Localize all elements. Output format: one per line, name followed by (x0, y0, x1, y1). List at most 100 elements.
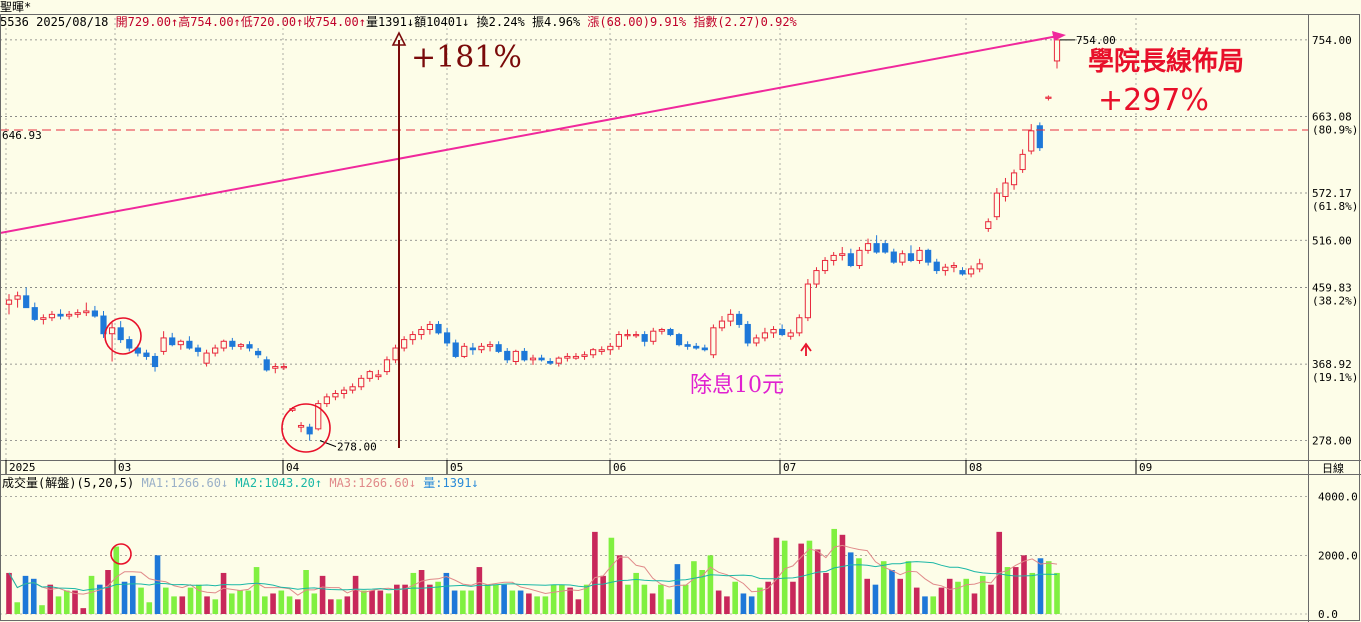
volume-bar (262, 596, 268, 614)
y-tick-label: (19.1%) (1312, 371, 1358, 384)
y-tick-label: 459.83 (1312, 282, 1352, 295)
volume-bar (55, 596, 62, 614)
x-tick-label: 04 (286, 461, 300, 474)
candle-body (74, 312, 81, 315)
candle-body (693, 345, 700, 349)
volume-title: 成交量(解盤)(5,20,5) (2, 476, 135, 490)
candle-body (873, 243, 880, 253)
volume-bar (988, 584, 994, 614)
volume-bar (179, 596, 186, 614)
candle-body (993, 192, 1000, 218)
turnover-value: 換2.24% (476, 15, 525, 29)
candle-body (779, 329, 786, 336)
high-value-label: 754.00 (1076, 34, 1116, 47)
candle-body (220, 340, 227, 349)
candle-body (641, 334, 648, 342)
open-price: 開729.00↑ (115, 15, 179, 29)
quote-info-bar: 聖暉* 5536 2025/08/18 開729.00↑高754.00↑低720… (0, 0, 1305, 30)
stock-name: 聖暉* (0, 0, 32, 14)
candle-body (967, 268, 975, 275)
volume-bar (798, 543, 804, 614)
volume-bar (245, 590, 252, 614)
volume-qty: 量:1391↓ (423, 476, 479, 490)
volume-bar (195, 584, 202, 614)
candle-body (332, 392, 339, 398)
candle-body (255, 350, 262, 356)
volume-ma20-line (8, 561, 1058, 592)
volume-bar (146, 602, 153, 614)
candle-body (57, 313, 64, 317)
candle-body (461, 345, 468, 357)
volume-bar (410, 572, 417, 614)
candle-body (495, 344, 502, 352)
candle-body (598, 349, 605, 352)
candle-body (14, 295, 21, 300)
candle-body (48, 313, 56, 319)
candle-body (787, 332, 794, 337)
volume-bar (897, 578, 904, 614)
candle-body (212, 347, 219, 354)
volume-bar (344, 596, 351, 614)
volume-bar (229, 593, 235, 614)
volume-bar (105, 570, 111, 614)
candle-body (727, 313, 734, 322)
candle-body (280, 366, 287, 369)
volume-bar (295, 599, 301, 614)
y-tick-label: (38.2%) (1312, 295, 1358, 308)
volume-bar (220, 572, 227, 614)
candle-body (624, 334, 631, 337)
candle-body (340, 389, 348, 394)
volume-bar (567, 587, 573, 614)
highlight-circle (281, 403, 331, 453)
candle-body (392, 347, 399, 361)
volume-value: 量1391↓ (365, 15, 415, 29)
volume-bar (303, 570, 309, 614)
volume-bar (369, 590, 375, 614)
y-tick-label: (61.8%) (1312, 200, 1358, 213)
x-tick-label: 06 (613, 461, 626, 474)
candle-body (581, 354, 588, 357)
y-tick-label: 368.92 (1312, 358, 1352, 371)
volume-bar (204, 596, 210, 614)
candle-body (864, 243, 872, 251)
x-tick-label: 2025 (9, 461, 36, 474)
candle-body (366, 371, 373, 379)
volume-bar (451, 590, 458, 614)
candle-body (804, 283, 811, 319)
candle-body (796, 317, 803, 334)
volume-bar (121, 581, 128, 614)
volume-bar (30, 578, 37, 614)
candle-body (942, 266, 949, 272)
candle-body (701, 347, 708, 351)
candle-body (100, 315, 107, 335)
candle-body (899, 253, 906, 263)
candle-body (985, 221, 992, 229)
close-price: 收754.00↑ (303, 15, 366, 29)
highlight-circle (110, 543, 132, 565)
volume-bar (550, 584, 557, 614)
candle-body (297, 424, 305, 428)
candle-body (108, 327, 116, 335)
volume-bar (460, 590, 466, 614)
volume-bar (748, 596, 755, 614)
volume-bar (963, 578, 970, 614)
dividend-label: 除息10元 (690, 373, 784, 398)
long-term-layout-label: 學院長線佈局 (1088, 46, 1244, 77)
volume-bar (880, 561, 887, 614)
volume-bar (443, 572, 450, 614)
trendline (0, 35, 1059, 234)
volume-tick-label: 2000.0 (1318, 549, 1358, 562)
volume-bar (691, 561, 697, 614)
volume-bar (1004, 567, 1011, 614)
low-label-leader (319, 440, 337, 448)
volume-bar (666, 599, 672, 614)
volume-bar (484, 584, 491, 614)
candle-body (40, 317, 47, 320)
high-price: 高754.00↑ (178, 15, 241, 29)
chart-frame (0, 14, 1360, 621)
amplitude-value: 振4.96% (532, 15, 581, 29)
volume-bar (641, 584, 648, 614)
volume-bar (625, 584, 631, 614)
candle-body (572, 355, 580, 359)
